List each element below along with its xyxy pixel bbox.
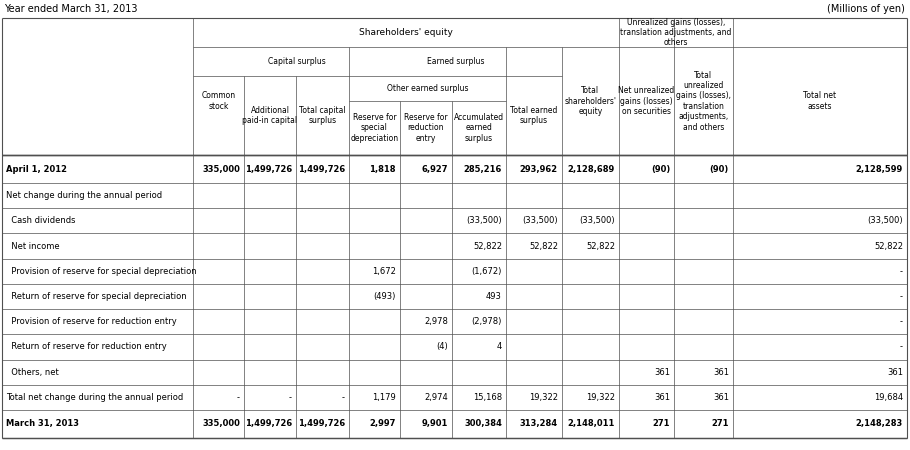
Text: 361: 361 (713, 393, 729, 402)
Text: 2,997: 2,997 (369, 419, 396, 428)
Text: (493): (493) (374, 292, 396, 301)
Text: (33,500): (33,500) (867, 216, 903, 225)
Text: 271: 271 (652, 419, 670, 428)
Text: 15,168: 15,168 (473, 393, 502, 402)
Text: 2,974: 2,974 (424, 393, 448, 402)
Text: Accumulated
earned
surplus: Accumulated earned surplus (454, 113, 504, 143)
Text: Total net change during the annual period: Total net change during the annual perio… (6, 393, 183, 402)
Text: 6,927: 6,927 (421, 165, 448, 174)
Text: 52,822: 52,822 (874, 242, 903, 251)
Text: Total net
assets: Total net assets (804, 91, 836, 111)
Text: 9,901: 9,901 (421, 419, 448, 428)
Text: 2,148,283: 2,148,283 (855, 419, 903, 428)
Text: 361: 361 (713, 368, 729, 377)
Text: 1,499,726: 1,499,726 (245, 419, 292, 428)
Text: Provision of reserve for reduction entry: Provision of reserve for reduction entry (6, 317, 177, 326)
Text: Reserve for
reduction
entry: Reserve for reduction entry (404, 113, 448, 143)
Text: 2,128,689: 2,128,689 (568, 165, 615, 174)
Text: 335,000: 335,000 (202, 419, 240, 428)
Text: Additional
paid-in capital: Additional paid-in capital (242, 106, 298, 125)
Text: 1,818: 1,818 (369, 165, 396, 174)
Text: 1,499,726: 1,499,726 (298, 419, 345, 428)
Text: 19,684: 19,684 (874, 393, 903, 402)
Text: Return of reserve for reduction entry: Return of reserve for reduction entry (6, 342, 167, 351)
Text: Others, net: Others, net (6, 368, 59, 377)
Text: 1,179: 1,179 (372, 393, 396, 402)
Text: (33,500): (33,500) (466, 216, 502, 225)
Text: 1,672: 1,672 (372, 267, 396, 276)
Text: 2,128,599: 2,128,599 (855, 165, 903, 174)
Text: 2,978: 2,978 (424, 317, 448, 326)
Text: (2,978): (2,978) (471, 317, 502, 326)
Text: Cash dividends: Cash dividends (6, 216, 76, 225)
Text: 285,216: 285,216 (463, 165, 502, 174)
Text: Common
stock: Common stock (201, 91, 236, 111)
Text: 300,384: 300,384 (464, 419, 502, 428)
Text: Shareholders' equity: Shareholders' equity (359, 28, 453, 37)
Text: Reserve for
special
depreciation: Reserve for special depreciation (350, 113, 399, 143)
Text: -: - (900, 267, 903, 276)
Text: Provision of reserve for special depreciation: Provision of reserve for special depreci… (6, 267, 197, 276)
Text: Total capital
surplus: Total capital surplus (299, 106, 346, 125)
Text: Capital surplus: Capital surplus (268, 57, 326, 66)
Text: (90): (90) (710, 165, 729, 174)
Text: 19,322: 19,322 (529, 393, 558, 402)
Text: (4): (4) (436, 342, 448, 351)
Text: -: - (900, 317, 903, 326)
Text: 361: 361 (887, 368, 903, 377)
Text: 52,822: 52,822 (529, 242, 558, 251)
Text: Total
unrealized
gains (losses),
translation
adjustments,
and others: Total unrealized gains (losses), transla… (676, 71, 731, 131)
Text: Net income: Net income (6, 242, 60, 251)
Text: 271: 271 (712, 419, 729, 428)
Text: 2,148,011: 2,148,011 (568, 419, 615, 428)
Text: 293,962: 293,962 (520, 165, 558, 174)
Text: (90): (90) (651, 165, 670, 174)
Text: -: - (237, 393, 240, 402)
Text: Unrealized gains (losses),
translation adjustments, and
others: Unrealized gains (losses), translation a… (621, 18, 732, 47)
Text: 313,284: 313,284 (520, 419, 558, 428)
Text: -: - (289, 393, 292, 402)
Text: Other earned surplus: Other earned surplus (387, 84, 469, 93)
Text: March 31, 2013: March 31, 2013 (6, 419, 79, 428)
Text: 19,322: 19,322 (586, 393, 615, 402)
Text: -: - (900, 342, 903, 351)
Text: Year ended March 31, 2013: Year ended March 31, 2013 (4, 4, 137, 14)
Text: (1,672): (1,672) (471, 267, 502, 276)
Text: Earned surplus: Earned surplus (427, 57, 484, 66)
Text: Net unrealized
gains (losses)
on securities: Net unrealized gains (losses) on securit… (619, 86, 674, 116)
Text: Net change during the annual period: Net change during the annual period (6, 191, 162, 200)
Text: -: - (342, 393, 345, 402)
Text: April 1, 2012: April 1, 2012 (6, 165, 67, 174)
Text: 361: 361 (654, 368, 670, 377)
Text: (33,500): (33,500) (580, 216, 615, 225)
Text: 1,499,726: 1,499,726 (245, 165, 292, 174)
Text: 52,822: 52,822 (586, 242, 615, 251)
Text: 1,499,726: 1,499,726 (298, 165, 345, 174)
Text: 4: 4 (497, 342, 502, 351)
Text: 361: 361 (654, 393, 670, 402)
Text: Return of reserve for special depreciation: Return of reserve for special depreciati… (6, 292, 187, 301)
Text: (Millions of yen): (Millions of yen) (827, 4, 905, 14)
Text: Total earned
surplus: Total earned surplus (511, 106, 558, 125)
Text: (33,500): (33,500) (522, 216, 558, 225)
Text: 493: 493 (486, 292, 502, 301)
Text: Total
shareholders'
equity: Total shareholders' equity (564, 86, 616, 116)
Text: 335,000: 335,000 (202, 165, 240, 174)
Text: 52,822: 52,822 (473, 242, 502, 251)
Text: -: - (900, 292, 903, 301)
